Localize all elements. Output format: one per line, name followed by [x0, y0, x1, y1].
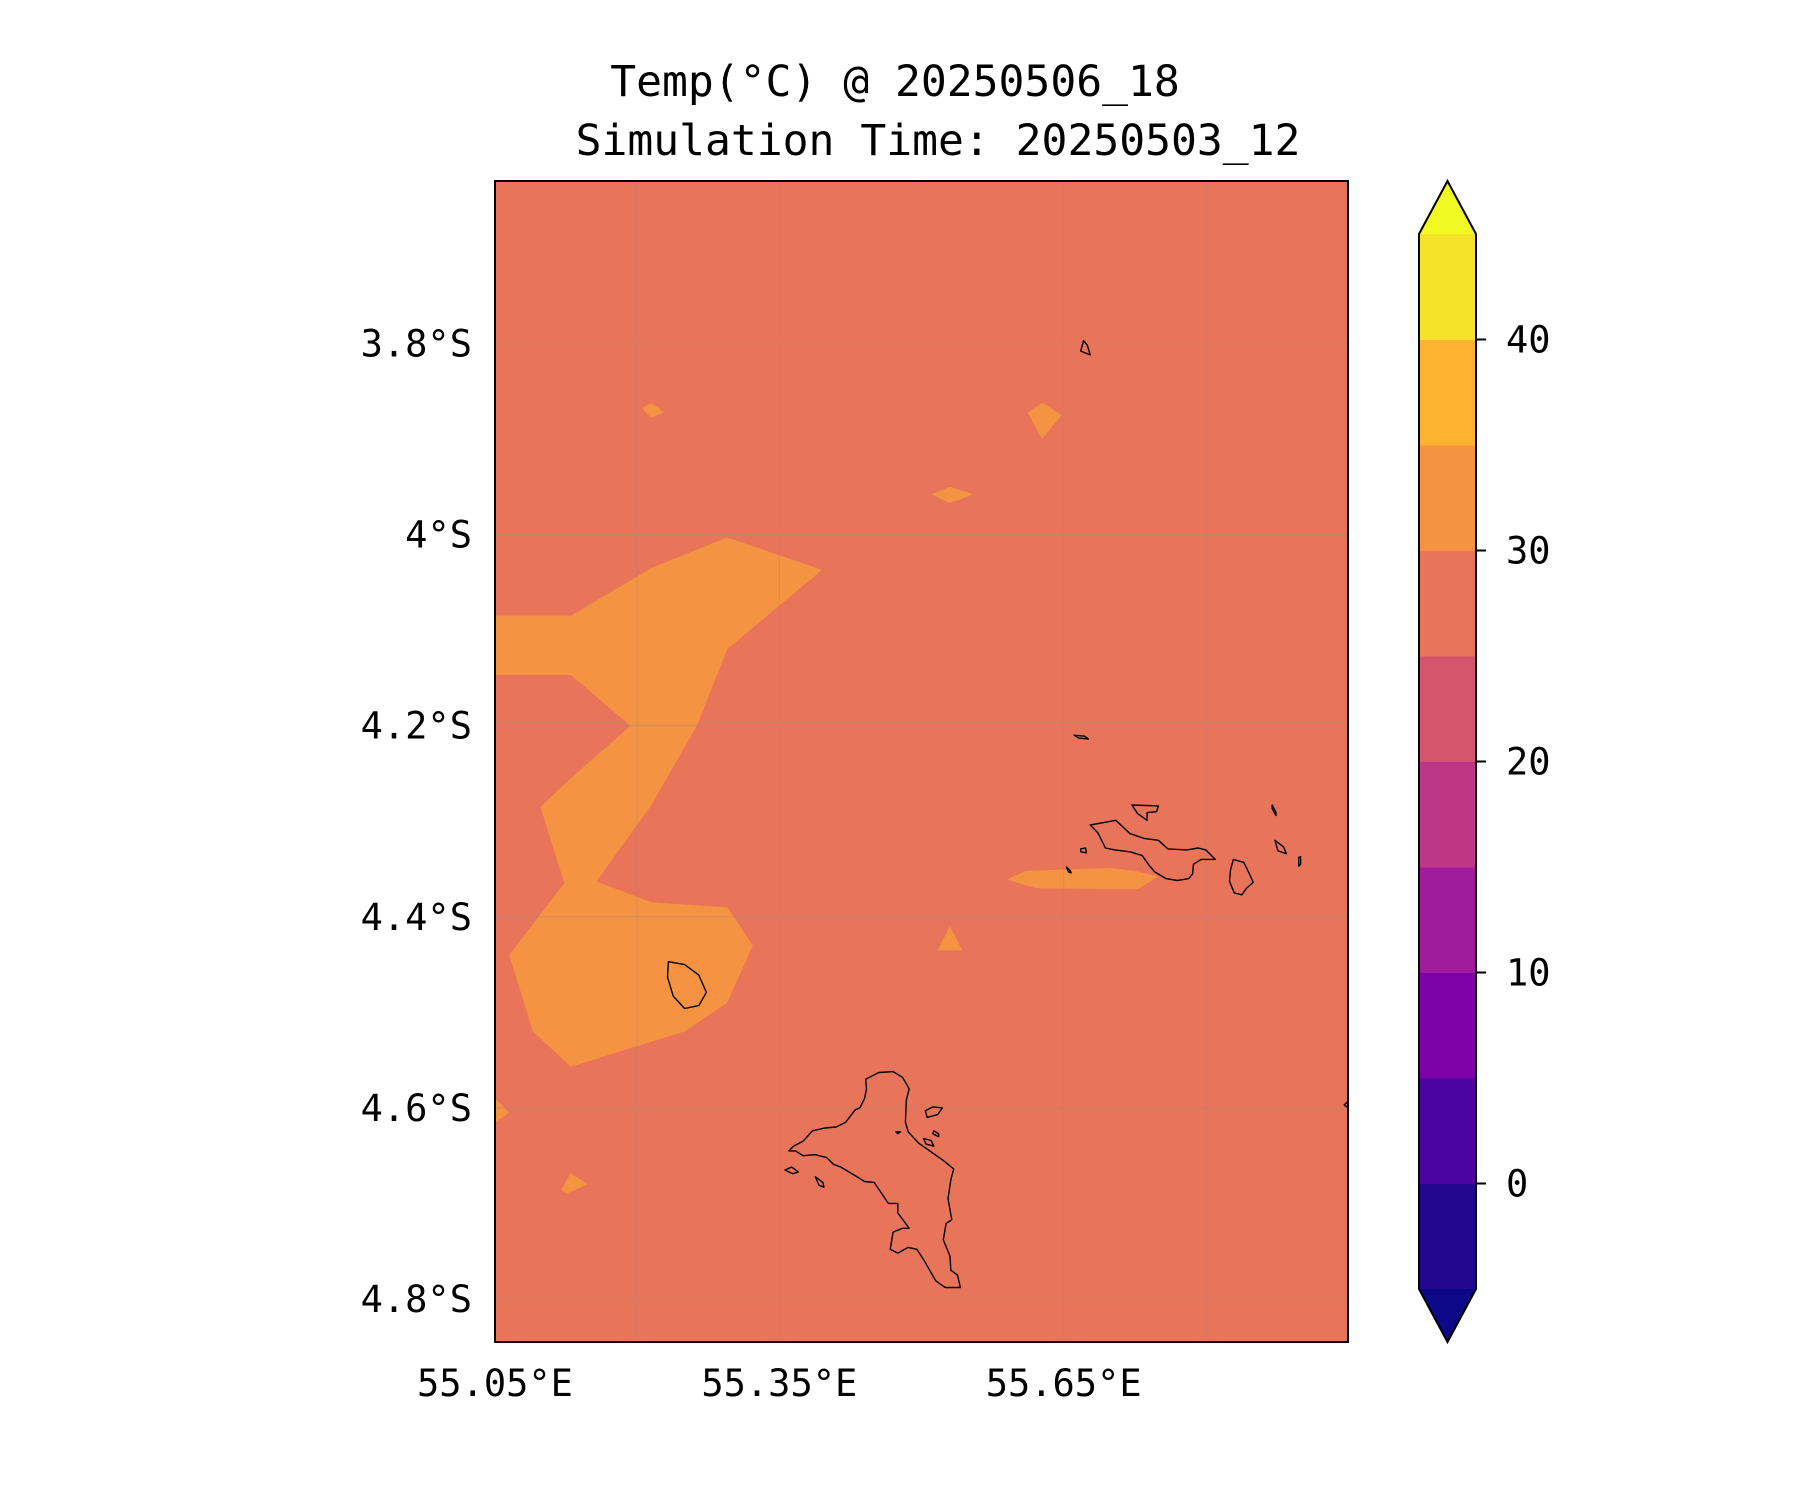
coastline-sainte-anne	[924, 1106, 944, 1119]
coastline-la-digue	[1228, 858, 1254, 896]
x-tick-label: 55.35°E	[701, 1362, 857, 1405]
coastline-east-edge	[1343, 1100, 1348, 1109]
colorbar-bin	[1419, 234, 1476, 340]
colorbar-bin	[1419, 1078, 1476, 1184]
colorbar-bin	[1419, 550, 1476, 657]
coastline-curieuse	[1131, 804, 1160, 821]
title-line-2: Simulation Time: 20250503_12	[576, 116, 1301, 166]
x-tick-label: 55.65°E	[986, 1362, 1142, 1405]
warm-region-west-edge-speck	[495, 1098, 510, 1123]
coastline-marianne-reef	[1271, 804, 1277, 817]
y-tick-label: 4.4°S	[361, 896, 472, 939]
colorbar-bin	[1419, 445, 1476, 551]
coastline-mahe-east-dot	[895, 1131, 902, 1135]
map-frame	[494, 180, 1349, 1343]
colorbar-bin	[1419, 761, 1476, 868]
y-tick-label: 4.8°S	[361, 1278, 472, 1321]
y-tick-label: 4.6°S	[361, 1087, 472, 1130]
colorbar-bin	[1419, 656, 1476, 762]
warm-region-north-speck	[641, 402, 664, 418]
coastline-felicite	[1274, 839, 1288, 855]
colorbar-outline	[1418, 178, 1477, 1345]
colorbar-under-arrow	[1419, 1289, 1476, 1342]
y-tick-label: 4°S	[405, 514, 472, 557]
coastline-mahe	[788, 1070, 962, 1289]
coastline-marianne	[1297, 855, 1302, 867]
coastline-cousin-reef	[1073, 734, 1090, 740]
colorbar-over-arrow	[1419, 181, 1476, 234]
coastlines	[666, 339, 1348, 1289]
coastline-praslin-west-islet-a	[1079, 847, 1088, 854]
gridlines	[495, 181, 1348, 1342]
colorbar: 0 10 20 30 40	[1418, 178, 1551, 1345]
colorbar-bin	[1419, 972, 1476, 1079]
coastline-mahe-west-islet	[784, 1166, 799, 1175]
colorbar-bin	[1419, 1183, 1476, 1290]
colorbar-bin	[1419, 339, 1476, 446]
warm-region-western-plume	[495, 537, 822, 1067]
warm-region-north-triangle	[1027, 402, 1062, 439]
colorbar-tick-label: 0	[1506, 1163, 1528, 1206]
warm-region-southwest-speck	[561, 1172, 588, 1194]
colorbar-tick-label: 40	[1506, 319, 1551, 362]
y-tick-label: 4.2°S	[361, 705, 472, 748]
colorbar-tick-label: 30	[1506, 530, 1551, 573]
coastline-praslin-west-islet-b	[1065, 866, 1072, 874]
coastline-aride-north	[1079, 339, 1091, 356]
y-tick-label: 3.8°S	[361, 322, 472, 365]
map-panel: 55.05°E 55.35°E 55.65°E 3.8°S 4°S 4.2°S 4.4°S 4…	[361, 180, 1349, 1405]
temperature-contours	[495, 402, 1159, 1194]
warm-region-central-speck	[931, 486, 974, 503]
x-tick-label: 55.05°E	[417, 1362, 573, 1405]
colorbar-bin	[1419, 867, 1476, 973]
coastline-ronde	[932, 1130, 940, 1138]
coastline-mahe-sw-islet	[814, 1175, 825, 1188]
warm-region-central-triangle	[937, 926, 963, 951]
colorbar-tick-label: 20	[1506, 741, 1551, 784]
coastline-praslin	[1089, 819, 1217, 882]
coastline-cerf-small	[922, 1137, 935, 1147]
warm-region-east-band	[1006, 868, 1159, 890]
title-line-1: Temp(°C) @ 20250506_18	[610, 57, 1180, 107]
coastline-silhouette	[666, 961, 708, 1010]
colorbar-tick-label: 10	[1506, 952, 1551, 995]
